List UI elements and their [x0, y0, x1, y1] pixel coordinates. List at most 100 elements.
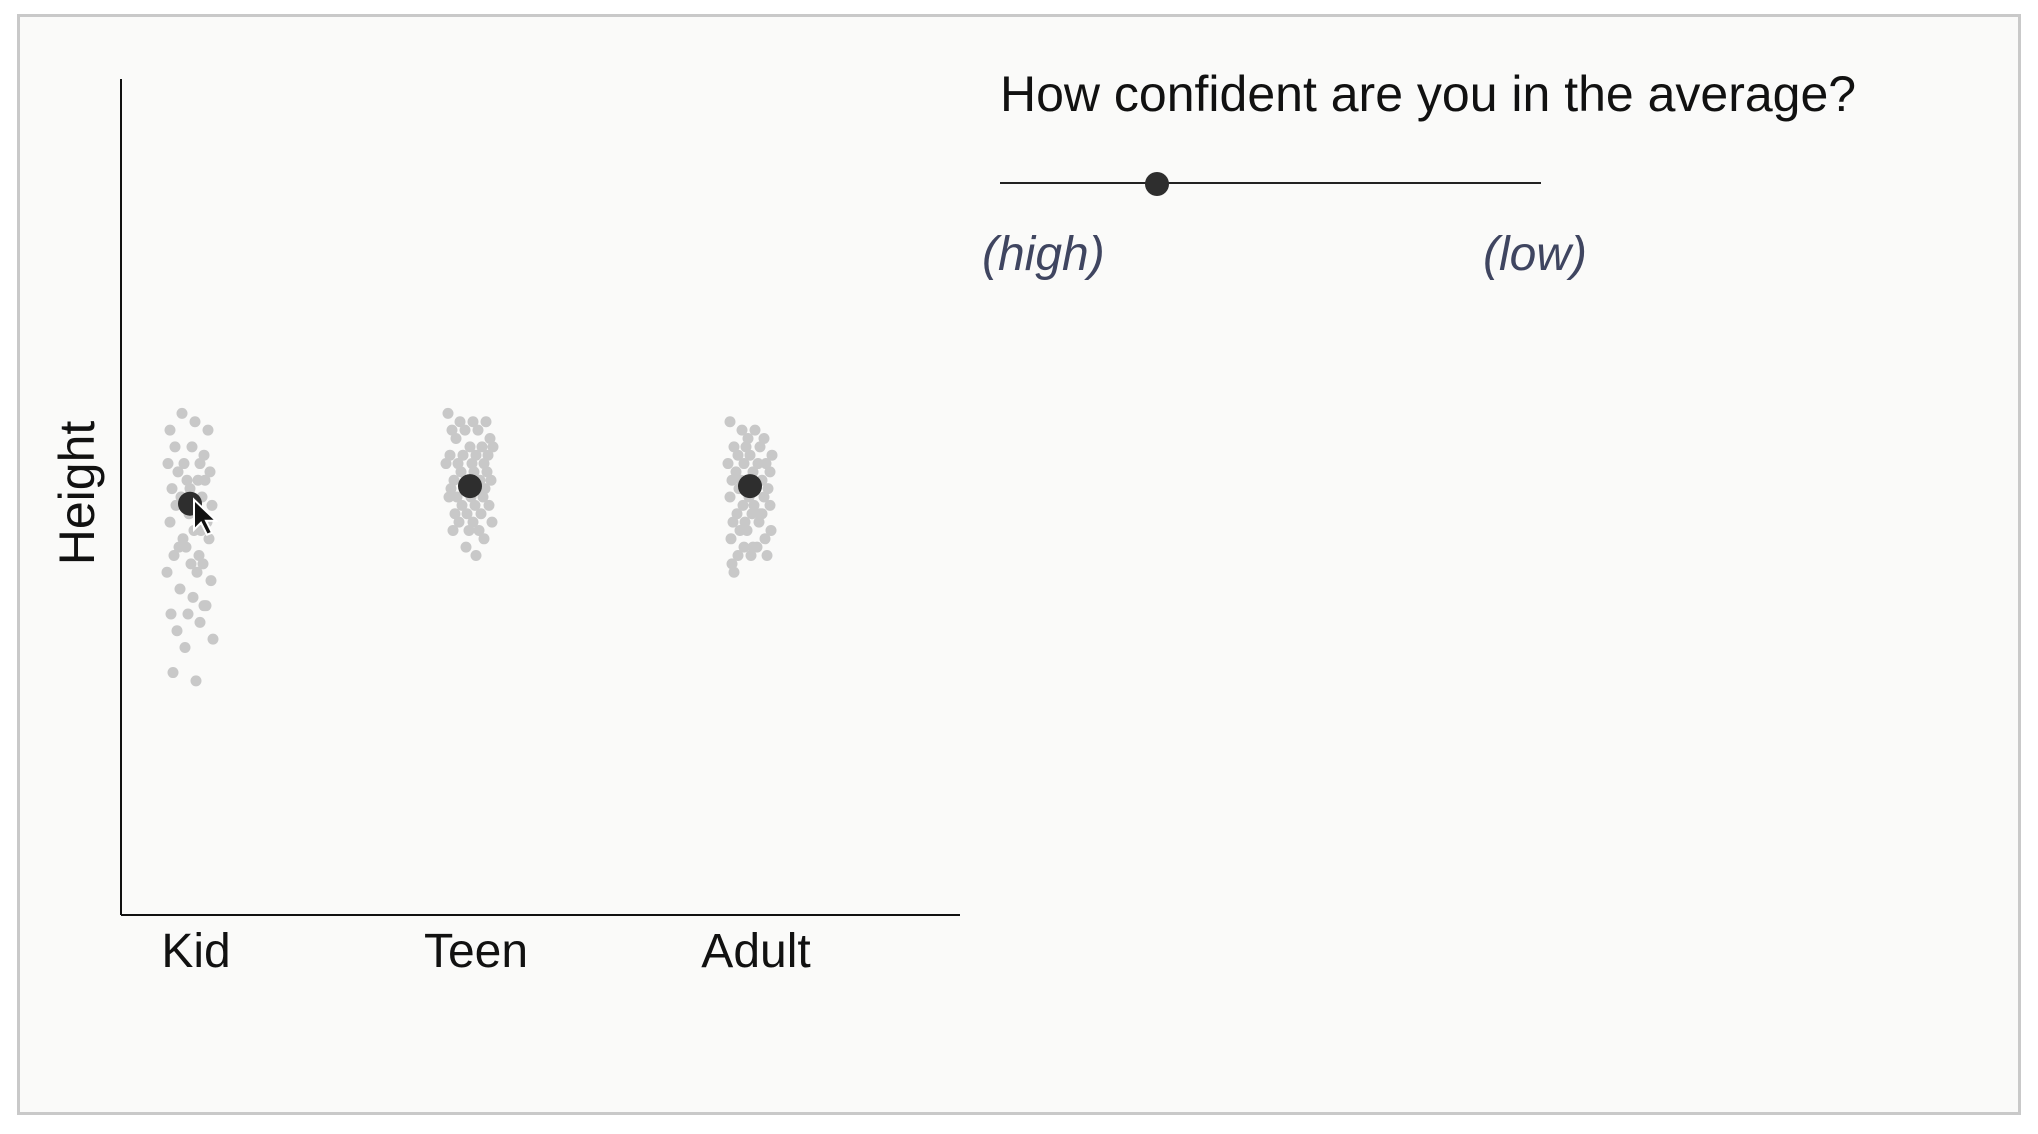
- sample-point-adult: [746, 508, 758, 520]
- sample-point-kid: [165, 608, 177, 620]
- sample-point-teen: [487, 441, 499, 453]
- sample-point-teen: [469, 499, 481, 511]
- sample-point-kid: [190, 675, 202, 687]
- sample-point-adult: [765, 524, 777, 536]
- sample-point-adult: [731, 508, 743, 520]
- sample-point-kid: [177, 533, 189, 545]
- sample-point-kid: [207, 633, 219, 645]
- sample-point-kid: [198, 449, 210, 461]
- sample-point-kid: [164, 516, 176, 528]
- sample-point-teen: [485, 474, 497, 486]
- sample-point-teen: [472, 424, 484, 436]
- sample-point-kid: [162, 458, 174, 470]
- x-tick-label-kid: Kid: [161, 925, 230, 978]
- sample-point-kid: [179, 641, 191, 653]
- sample-point-kid: [167, 667, 179, 679]
- sample-point-teen: [470, 550, 482, 562]
- sample-point-teen: [443, 491, 455, 503]
- sample-point-adult: [752, 458, 764, 470]
- sample-point-adult: [747, 541, 759, 553]
- sample-point-teen: [456, 499, 468, 511]
- sample-point-teen: [479, 483, 491, 495]
- sample-point-adult: [728, 441, 740, 453]
- sample-point-adult: [728, 566, 740, 578]
- dot-plot-chart: Height Kid Teen Adult: [49, 79, 960, 978]
- sample-point-teen: [449, 508, 461, 520]
- sample-point-adult: [732, 449, 744, 461]
- sample-point-adult: [724, 416, 736, 428]
- sample-point-teen: [447, 524, 459, 536]
- sample-point-kid: [194, 458, 206, 470]
- sample-point-adult: [758, 432, 770, 444]
- sample-point-kid: [164, 424, 176, 436]
- sample-point-teen: [448, 474, 460, 486]
- sample-point-teen: [453, 516, 465, 528]
- sample-point-adult: [754, 508, 766, 520]
- sample-point-adult: [739, 516, 751, 528]
- x-tick-label-adult: Adult: [701, 925, 810, 978]
- sample-point-kid: [185, 558, 197, 570]
- confidence-slider-track[interactable]: [1000, 182, 1541, 184]
- sample-point-adult: [727, 516, 739, 528]
- sample-point-teen: [486, 516, 498, 528]
- sample-point-kid: [182, 608, 194, 620]
- sample-point-adult: [745, 550, 757, 562]
- sample-point-kid: [174, 583, 186, 595]
- sample-point-teen: [466, 458, 478, 470]
- sample-point-teen: [442, 407, 454, 419]
- sample-point-teen: [478, 533, 490, 545]
- sample-point-kid: [181, 474, 193, 486]
- sample-point-teen: [446, 424, 458, 436]
- sample-point-kid: [206, 499, 218, 511]
- confidence-slider-thumb[interactable]: [1144, 172, 1169, 196]
- sample-point-kid: [171, 625, 183, 637]
- sample-point-teen: [467, 416, 479, 428]
- sample-point-teen: [461, 508, 473, 520]
- sample-point-adult: [725, 533, 737, 545]
- sample-point-adult: [748, 499, 760, 511]
- sample-point-kid: [161, 566, 173, 578]
- sample-point-teen: [475, 508, 487, 520]
- sample-point-kid: [169, 441, 181, 453]
- sample-point-adult: [764, 466, 776, 478]
- sample-point-kid: [166, 483, 178, 495]
- sample-point-adult: [764, 499, 776, 511]
- sample-point-adult: [722, 458, 734, 470]
- canvas-frame: Height Kid Teen Adult How confident are you…: [17, 14, 2021, 1115]
- sample-point-teen: [464, 441, 476, 453]
- slider-label-low: (low): [1483, 228, 1587, 281]
- sample-point-adult: [766, 449, 778, 461]
- sample-point-teen: [450, 432, 462, 444]
- sample-point-teen: [467, 516, 479, 528]
- sample-point-adult: [736, 424, 748, 436]
- sample-point-adult: [754, 441, 766, 453]
- sample-point-kid: [172, 466, 184, 478]
- sample-point-kid: [203, 533, 215, 545]
- sample-point-adult: [730, 466, 742, 478]
- sample-point-teen: [473, 524, 485, 536]
- sample-point-teen: [454, 416, 466, 428]
- sample-point-adult: [740, 441, 752, 453]
- sample-point-kid: [198, 600, 210, 612]
- sample-point-teen: [482, 449, 494, 461]
- sample-point-kid: [204, 466, 216, 478]
- sample-point-adult: [761, 550, 773, 562]
- sample-point-adult: [759, 533, 771, 545]
- sample-point-kid: [191, 566, 203, 578]
- sample-point-teen: [451, 491, 463, 503]
- sample-point-adult: [738, 541, 750, 553]
- slider-label-high: (high): [982, 228, 1105, 281]
- sample-point-kid: [180, 541, 192, 553]
- x-tick-label-teen: Teen: [424, 925, 528, 978]
- sample-point-kid: [178, 458, 190, 470]
- sample-point-adult: [732, 550, 744, 562]
- sample-point-kid: [184, 483, 196, 495]
- sample-point-kid: [176, 407, 188, 419]
- sample-point-teen: [445, 483, 457, 495]
- question-text: How confident are you in the average?: [1000, 66, 1857, 122]
- sample-point-adult: [737, 499, 749, 511]
- sample-point-kid: [189, 416, 201, 428]
- sample-point-kid: [193, 550, 205, 562]
- sample-point-teen: [455, 466, 467, 478]
- sample-point-adult: [724, 491, 736, 503]
